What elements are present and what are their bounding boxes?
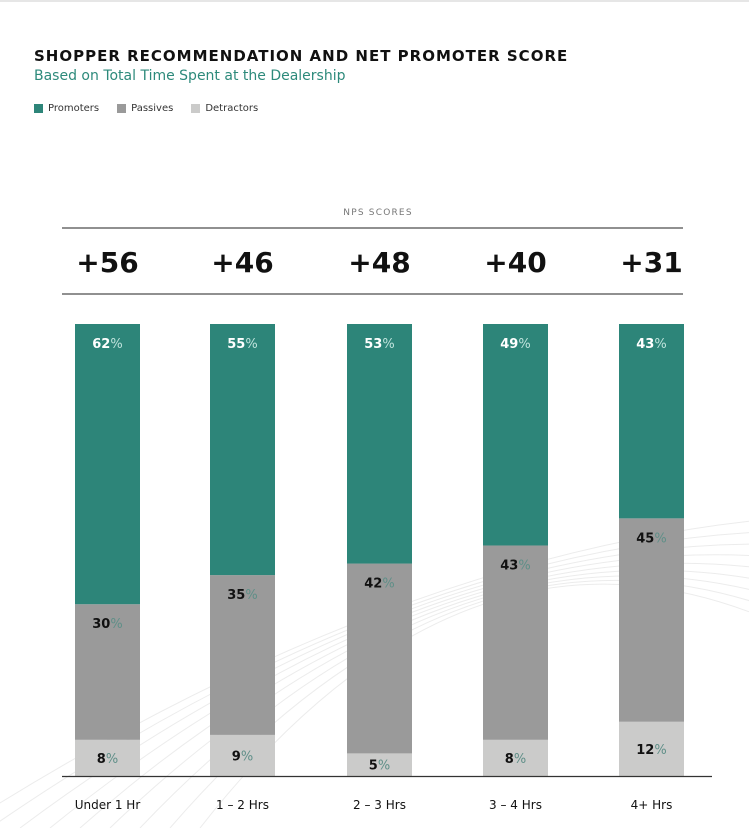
legend-label: Detractors — [205, 103, 259, 114]
chart-subtitle: Based on Total Time Spent at the Dealers… — [34, 68, 346, 84]
bar-segment-passives — [619, 518, 684, 722]
nps-header: NPS SCORES — [343, 208, 412, 218]
chart-title: SHOPPER RECOMMENDATION AND NET PROMOTER … — [34, 47, 569, 65]
nps-score: +46 — [211, 246, 273, 279]
label-value: 8 — [505, 752, 514, 767]
legend-swatch — [34, 104, 43, 113]
label-unit: % — [110, 337, 122, 352]
bar-segment-detractors — [75, 739, 140, 776]
legend-label: Promoters — [48, 103, 100, 114]
x-tick-label: 2 – 3 Hrs — [353, 798, 406, 812]
data-label-detractors: 5% — [369, 759, 390, 774]
label-value: 45 — [636, 531, 654, 546]
nps-score: +48 — [348, 246, 410, 279]
bar-segment-promoters — [347, 324, 412, 564]
data-label-detractors: 12% — [636, 743, 666, 758]
legend-item-promoters: Promoters — [34, 103, 99, 114]
x-tick-label: 1 – 2 Hrs — [216, 798, 269, 812]
data-label-passives: 45% — [636, 531, 666, 546]
data-label-promoters: 49% — [500, 337, 530, 352]
bar-segment-passives — [210, 575, 275, 735]
label-unit: % — [654, 743, 666, 758]
bar-segment-passives — [75, 604, 140, 740]
x-tick-label: 3 – 4 Hrs — [489, 798, 542, 812]
bar-segment-promoters — [210, 324, 275, 576]
bar-segment-detractors — [347, 753, 412, 776]
bar-segment-detractors — [483, 739, 548, 776]
label-unit: % — [514, 752, 526, 767]
label-unit: % — [110, 617, 122, 632]
bar-segment-promoters — [619, 324, 684, 519]
data-label-promoters: 62% — [92, 337, 122, 352]
legend-item-passives: Passives — [117, 103, 173, 114]
label-value: 5 — [369, 759, 378, 774]
bar-segment-passives — [483, 545, 548, 740]
top-divider — [0, 0, 749, 2]
bar-segment-promoters — [75, 324, 140, 605]
label-value: 8 — [97, 752, 106, 767]
nps-score: +40 — [484, 246, 546, 279]
label-unit: % — [106, 752, 118, 767]
data-label-promoters: 53% — [364, 337, 394, 352]
nps-score: +31 — [620, 246, 682, 279]
label-value: 43 — [500, 558, 518, 573]
label-value: 53 — [364, 337, 382, 352]
label-unit: % — [245, 337, 257, 352]
bar-segment-passives — [347, 563, 412, 754]
data-label-detractors: 8% — [97, 752, 118, 767]
x-tick-label: 4+ Hrs — [631, 798, 673, 812]
label-unit: % — [518, 558, 530, 573]
label-value: 42 — [364, 577, 382, 592]
label-value: 30 — [92, 617, 110, 632]
label-value: 9 — [232, 749, 241, 764]
label-value: 12 — [636, 743, 654, 758]
label-unit: % — [245, 588, 257, 603]
data-label-detractors: 8% — [505, 752, 526, 767]
bar-segment-detractors — [210, 734, 275, 776]
label-unit: % — [241, 749, 253, 764]
label-value: 35 — [227, 588, 245, 603]
label-unit: % — [378, 759, 390, 774]
data-label-passives: 30% — [92, 617, 122, 632]
label-unit: % — [382, 337, 394, 352]
label-unit: % — [654, 531, 666, 546]
label-value: 43 — [636, 337, 654, 352]
label-unit: % — [654, 337, 666, 352]
data-label-promoters: 43% — [636, 337, 666, 352]
label-unit: % — [382, 577, 394, 592]
bar-segment-detractors — [619, 721, 684, 776]
label-value: 49 — [500, 337, 518, 352]
data-label-detractors: 9% — [232, 749, 253, 764]
label-value: 62 — [92, 337, 110, 352]
data-label-passives: 43% — [500, 558, 530, 573]
nps-score: +56 — [76, 246, 138, 279]
legend-swatch — [117, 104, 127, 113]
data-label-passives: 35% — [227, 588, 257, 603]
data-label-passives: 42% — [364, 577, 394, 592]
data-label-promoters: 55% — [227, 337, 257, 352]
x-tick-label: Under 1 Hr — [75, 798, 141, 812]
label-value: 55 — [227, 337, 245, 352]
legend: Promoters Passives Detractors — [34, 103, 258, 114]
legend-label: Passives — [131, 103, 174, 114]
label-unit: % — [518, 337, 530, 352]
legend-swatch — [191, 104, 201, 113]
bar-segment-promoters — [483, 324, 548, 546]
legend-item-detractors: Detractors — [191, 103, 258, 114]
